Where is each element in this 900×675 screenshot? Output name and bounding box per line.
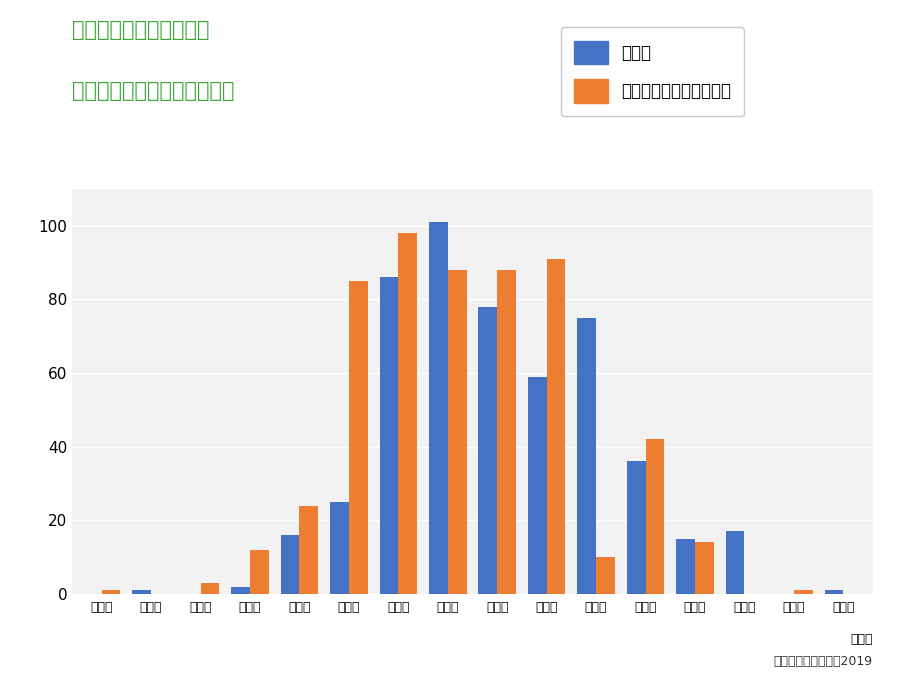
Legend: ４大卒, 短大・専門卒（２年制）: ４大卒, 短大・専門卒（２年制）: [561, 27, 744, 116]
Bar: [577, 318, 596, 594]
Bar: [448, 270, 466, 594]
Bar: [596, 557, 615, 594]
Bar: [824, 591, 843, 594]
Bar: [281, 535, 300, 594]
Bar: [497, 270, 516, 594]
Bar: [546, 259, 565, 594]
Bar: [725, 531, 744, 594]
Bar: [429, 222, 448, 594]
Bar: [645, 439, 664, 594]
Bar: [201, 583, 220, 594]
Bar: [794, 591, 813, 594]
Text: 保育士の給料の度数分布: 保育士の給料の度数分布: [72, 20, 210, 40]
Bar: [330, 502, 349, 594]
Bar: [300, 506, 319, 594]
Bar: [626, 462, 645, 594]
Bar: [695, 543, 714, 594]
Bar: [250, 550, 269, 594]
Bar: [349, 281, 368, 594]
Bar: [132, 591, 151, 594]
Bar: [479, 307, 497, 594]
Bar: [399, 233, 417, 594]
Bar: [676, 539, 695, 594]
Text: ４大卒と短大・専門卒の比較: ４大卒と短大・専門卒の比較: [72, 81, 235, 101]
Bar: [380, 277, 399, 594]
Bar: [231, 587, 250, 594]
Text: （円）: （円）: [850, 633, 873, 646]
Bar: [528, 377, 546, 594]
Bar: [102, 591, 121, 594]
Text: （ｃ）進学羅針盤　2019: （ｃ）進学羅針盤 2019: [774, 655, 873, 668]
